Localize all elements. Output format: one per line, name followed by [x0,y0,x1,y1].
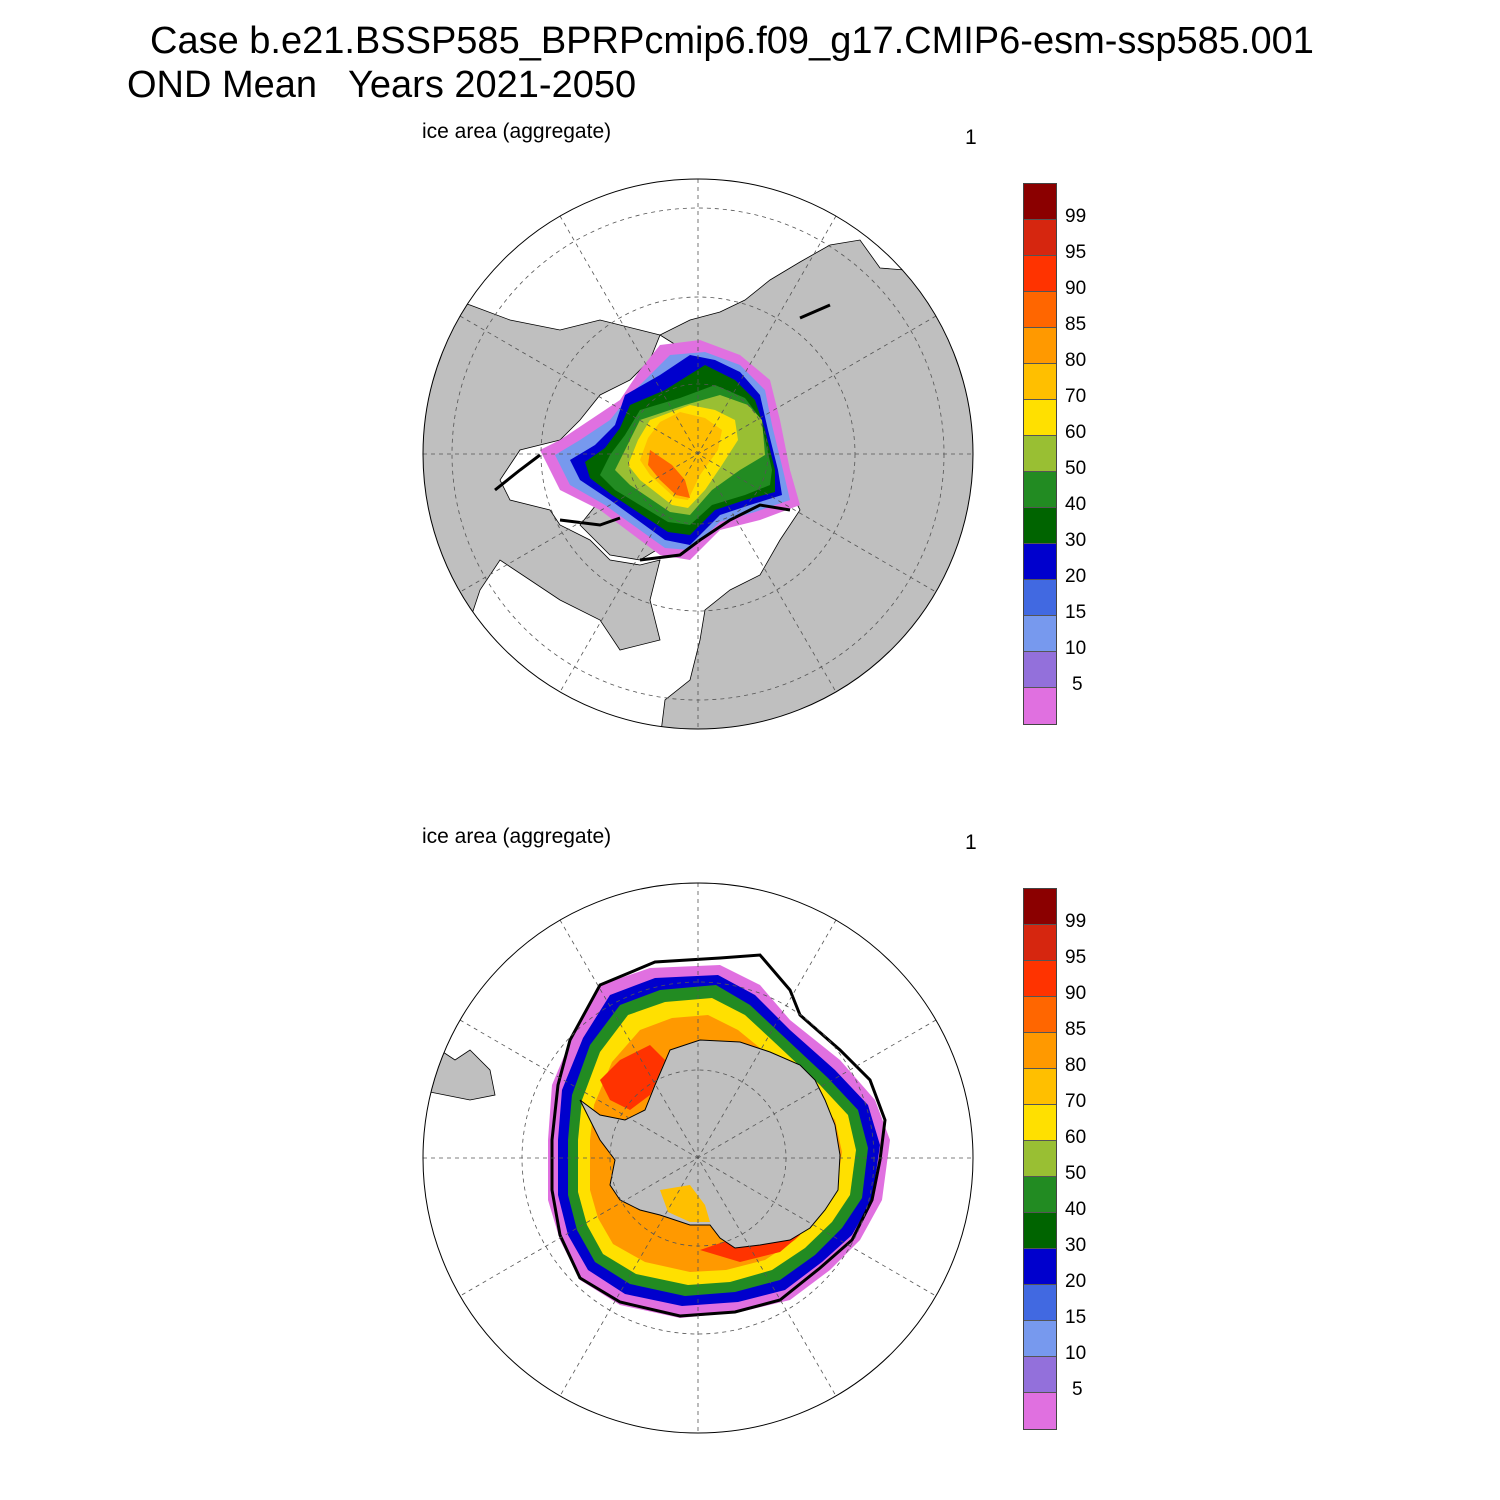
colorbar-label: 70 [1065,386,1087,407]
colorbar-label: 5 [1072,1379,1083,1400]
colorbar-label: 60 [1065,422,1087,443]
colorbar-label: 30 [1065,530,1087,551]
figure-title: Case b.e21.BSSP585_BPRPcmip6.f09_g17.CMI… [150,20,1314,62]
colorbar-swatch [1024,1321,1056,1357]
south-graticule [423,883,973,1433]
colorbar-label: 50 [1065,458,1087,479]
south-ice-weddell [660,1185,710,1222]
colorbar-swatch [1024,544,1056,580]
colorbar-swatch [1024,1069,1056,1105]
colorbar-swatch [1024,925,1056,961]
colorbar-label: 95 [1065,947,1087,968]
colorbar-swatch [1024,961,1056,997]
colorbar-label: 99 [1065,206,1087,227]
colorbar-swatch [1024,1249,1056,1285]
colorbar-swatch [1024,364,1056,400]
colorbar-swatch [1024,616,1056,652]
colorbar-swatch [1024,220,1056,256]
north-colorbar [1023,183,1057,725]
colorbar-swatch [1024,580,1056,616]
north-map-border [422,178,974,730]
south-ice-90 [600,1045,665,1110]
colorbar-swatch [1024,1105,1056,1141]
figure-subtitle: OND Mean Years 2021-2050 [127,64,637,106]
colorbar-label: 80 [1065,350,1087,371]
colorbar-swatch [1024,1033,1056,1069]
south-colorbar [1023,888,1057,1430]
south-land-antarctica [579,1039,841,1249]
colorbar-swatch [1024,889,1056,925]
colorbar-swatch [1024,1393,1056,1429]
colorbar-swatch [1024,400,1056,436]
colorbar-swatch [1024,472,1056,508]
colorbar-swatch [1024,1213,1056,1249]
colorbar-label: 5 [1072,674,1083,695]
colorbar-label: 90 [1065,983,1087,1004]
colorbar-swatch [1024,997,1056,1033]
colorbar-label: 30 [1065,1235,1087,1256]
colorbar-label: 40 [1065,494,1087,515]
south-map-border [422,882,974,1434]
north-observed-ice-edge [494,303,831,562]
colorbar-label: 85 [1065,314,1087,335]
north-land-north-america [423,289,661,651]
colorbar-label: 40 [1065,1199,1087,1220]
colorbar-swatch [1024,328,1056,364]
colorbar-label: 10 [1065,638,1087,659]
colorbar-swatch [1024,436,1056,472]
colorbar-swatch [1024,1357,1056,1393]
colorbar-label: 99 [1065,911,1087,932]
north-panel-number: 1 [965,126,977,149]
colorbar-label: 50 [1065,1163,1087,1184]
colorbar-swatch [1024,688,1056,724]
colorbar-swatch [1024,1285,1056,1321]
south-polar-map [423,883,973,1433]
north-panel-label: ice area (aggregate) [422,120,612,143]
colorbar-swatch [1024,1141,1056,1177]
colorbar-label: 60 [1065,1127,1087,1148]
colorbar-label: 85 [1065,1019,1087,1040]
colorbar-swatch [1024,292,1056,328]
colorbar-swatch [1024,184,1056,220]
colorbar-label: 15 [1065,1307,1087,1328]
colorbar-swatch [1024,652,1056,688]
colorbar-label: 70 [1065,1091,1087,1112]
colorbar-label: 20 [1065,1271,1087,1292]
colorbar-label: 95 [1065,242,1087,263]
south-panel-label: ice area (aggregate) [422,825,612,848]
north-graticule [423,179,973,729]
colorbar-label: 10 [1065,1343,1087,1364]
colorbar-swatch [1024,1177,1056,1213]
south-panel-number: 1 [965,831,977,854]
colorbar-label: 15 [1065,602,1087,623]
colorbar-swatch [1024,508,1056,544]
colorbar-label: 90 [1065,278,1087,299]
south-observed-ice-edge [550,953,887,1318]
colorbar-swatch [1024,256,1056,292]
colorbar-label: 80 [1065,1055,1087,1076]
colorbar-label: 20 [1065,566,1087,587]
